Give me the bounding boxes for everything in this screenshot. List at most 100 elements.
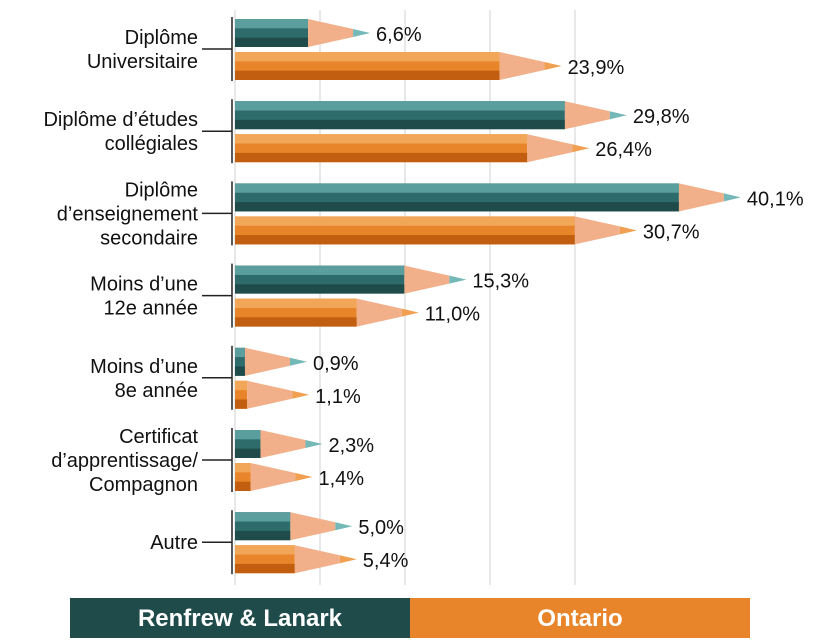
pencil-stripe	[235, 449, 260, 458]
category-label-line: d’enseignement	[57, 203, 199, 225]
pencil-lead	[545, 62, 562, 70]
category-label-line: d’apprentissage/	[51, 450, 198, 472]
pencil-wood	[500, 52, 545, 80]
pencil-stripe	[235, 366, 245, 375]
value-label: 0,9%	[313, 353, 359, 375]
pencil-lead	[449, 276, 466, 284]
pencil-stripe	[235, 317, 357, 326]
category-label: Autre	[150, 532, 198, 554]
pencil-bar	[235, 52, 562, 80]
pencil-wood	[295, 545, 340, 573]
pencil-stripe	[235, 381, 247, 390]
value-label: 6,6%	[376, 24, 422, 46]
value-label: 23,9%	[568, 57, 625, 79]
pencil-stripe	[235, 153, 527, 162]
category-label-line: 8e année	[115, 380, 198, 402]
category-label-line: Diplôme	[125, 27, 198, 49]
value-label: 2,3%	[328, 435, 374, 457]
pencil-stripe	[235, 52, 500, 61]
pencil-lead	[295, 473, 312, 481]
pencil-stripe	[235, 266, 404, 275]
pencil-lead	[572, 144, 589, 152]
category-label-line: Moins d’une	[90, 356, 198, 378]
pencil-stripe	[235, 134, 527, 143]
pencil-wood	[260, 430, 305, 458]
category-label-line: Compagnon	[89, 474, 198, 496]
chart: DiplômeUniversitaire6,6%23,9%Diplôme d’é…	[0, 0, 833, 639]
pencil-wood	[565, 101, 610, 129]
pencil-wood	[250, 463, 295, 491]
category-label-line: Autre	[150, 532, 198, 554]
pencil-stripe	[235, 482, 250, 491]
pencil-lead	[610, 111, 627, 119]
pencil-bar	[235, 299, 419, 327]
pencil-stripe	[235, 19, 308, 28]
pencil-lead	[353, 29, 370, 37]
pencil-stripe	[235, 101, 565, 110]
category-label-line: Certificat	[119, 426, 198, 448]
pencil-wood	[245, 348, 290, 376]
value-label: 5,0%	[358, 517, 404, 539]
category-label-line: secondaire	[100, 227, 198, 249]
pencil-bar	[235, 348, 307, 376]
pencil-stripe	[235, 463, 250, 472]
pencil-stripe	[235, 348, 245, 357]
pencil-lead	[620, 226, 637, 234]
pencil-lead	[292, 391, 309, 399]
pencil-wood	[679, 183, 724, 211]
value-label: 1,4%	[318, 468, 364, 490]
pencil-stripe	[235, 430, 260, 439]
pencil-lead	[290, 358, 307, 366]
pencil-stripe	[235, 235, 575, 244]
category-label-line: Diplôme	[125, 179, 198, 201]
pencil-bar	[235, 430, 322, 458]
pencil-bar	[235, 545, 357, 573]
pencil-lead	[724, 193, 741, 201]
value-label: 40,1%	[747, 188, 804, 210]
category-label-line: 12e année	[103, 298, 198, 320]
value-label: 5,4%	[363, 550, 409, 572]
category-label-line: collégiales	[105, 133, 198, 155]
pencil-stripe	[235, 202, 679, 211]
value-label: 11,0%	[425, 304, 480, 326]
pencil-wood	[290, 512, 335, 540]
pencil-stripe	[235, 284, 404, 293]
pencil-wood	[527, 134, 572, 162]
pencil-bar	[235, 381, 309, 409]
pencil-stripe	[235, 120, 565, 129]
legend-label: Renfrew & Lanark	[138, 605, 343, 632]
pencil-lead	[340, 555, 357, 563]
page: DiplômeUniversitaire6,6%23,9%Diplôme d’é…	[0, 0, 833, 644]
value-label: 29,8%	[633, 106, 690, 128]
pencil-stripe	[235, 183, 679, 192]
pencil-lead	[402, 309, 419, 317]
pencil-bar	[235, 134, 589, 162]
pencil-lead	[335, 522, 352, 530]
pencil-bar	[235, 216, 637, 244]
pencil-bar	[235, 183, 741, 211]
value-label: 1,1%	[315, 386, 361, 408]
category-label-line: Diplôme d’études	[43, 109, 198, 131]
category-label-line: Moins d’une	[90, 274, 198, 296]
pencil-stripe	[235, 216, 575, 225]
pencil-wood	[404, 266, 449, 294]
value-label: 26,4%	[595, 139, 652, 161]
pencil-wood	[357, 299, 402, 327]
pencil-stripe	[235, 512, 290, 521]
pencil-stripe	[235, 399, 247, 408]
pencil-wood	[575, 216, 620, 244]
pencil-stripe	[235, 299, 357, 308]
pencil-bar	[235, 19, 370, 47]
pencil-bar	[235, 512, 352, 540]
category-label-line: Universitaire	[87, 51, 198, 73]
pencil-bar	[235, 101, 627, 129]
legend-label: Ontario	[537, 605, 622, 632]
pencil-stripe	[235, 545, 295, 554]
pencil-stripe	[235, 38, 308, 47]
